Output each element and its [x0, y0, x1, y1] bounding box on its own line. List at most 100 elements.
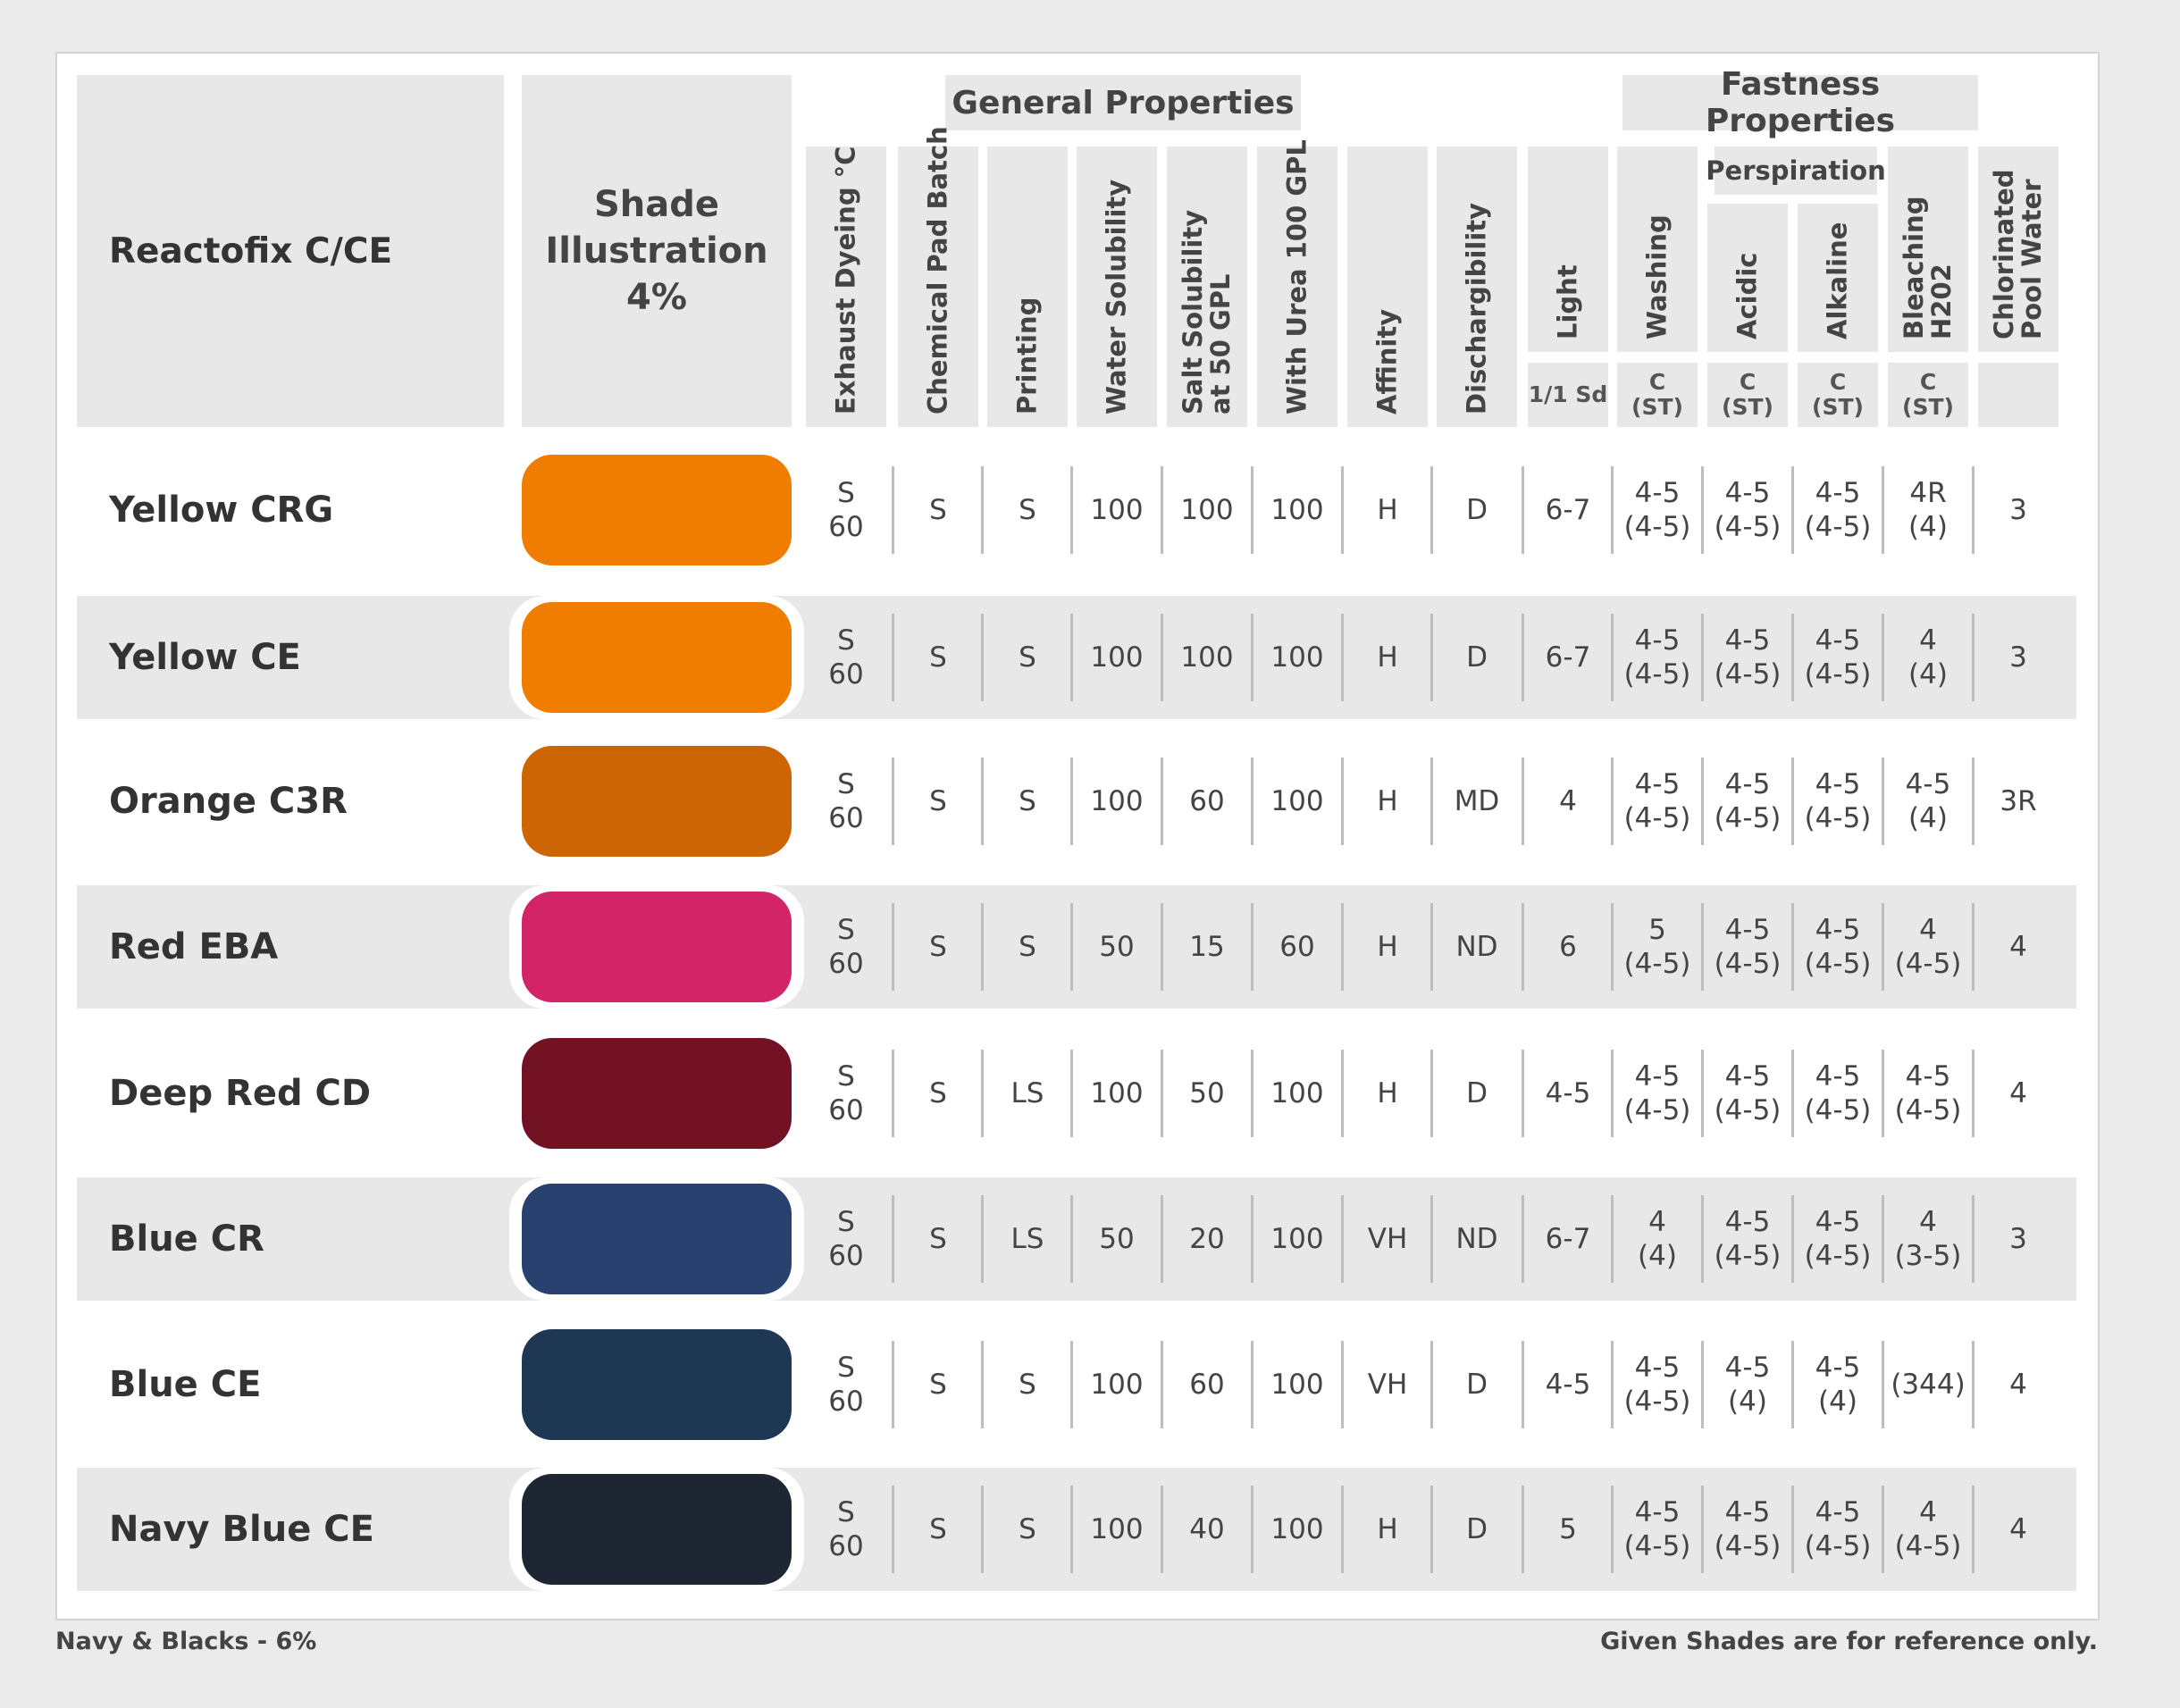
row-stripe [77, 1177, 2076, 1301]
fastness-properties-header: Fastness Properties [1622, 66, 1978, 139]
column-header-line: Chlorinated [1989, 169, 2019, 339]
cell-separator [1070, 1050, 1073, 1137]
cell-separator [1161, 1341, 1163, 1428]
general-properties-header: General Properties [945, 75, 1301, 130]
cell-separator [1611, 1050, 1614, 1137]
cell-separator [1341, 1195, 1344, 1283]
table-cell: 60 [1279, 931, 1315, 963]
cell-separator [1070, 758, 1073, 845]
column-header: Light [1528, 147, 1608, 352]
cell-separator [981, 1050, 984, 1137]
table-cell: 3R [2000, 785, 2037, 817]
cell-separator [892, 1486, 894, 1573]
cell-separator [981, 466, 984, 554]
table-cell: 6 [1559, 931, 1577, 963]
table-cell: S [929, 641, 947, 674]
cell-separator [1611, 466, 1614, 554]
table-cell: 50 [1189, 1077, 1225, 1109]
cell-separator [1341, 466, 1344, 554]
table-cell: S [1019, 785, 1036, 817]
cell-separator [1972, 1195, 1975, 1283]
cell-separator [981, 1195, 984, 1283]
cell-separator [1251, 1050, 1254, 1137]
row-dye-name: Yellow CRG [109, 490, 334, 531]
cell-separator [981, 1341, 984, 1428]
cell-separator [1972, 903, 1975, 991]
cell-separator [1522, 1195, 1524, 1283]
table-cell: 4 (4-5) [1894, 1496, 1962, 1562]
column-header: Acidic [1707, 204, 1788, 352]
table-cell: S [1019, 1369, 1036, 1401]
cell-separator [892, 758, 894, 845]
table-cell: MD [1454, 785, 1500, 817]
column-header-line: Light [1552, 264, 1583, 339]
table-cell: 3 [2009, 1223, 2027, 1255]
cell-separator [1701, 1341, 1704, 1428]
table-cell: 4 (3-5) [1894, 1206, 1962, 1272]
column-header-label: Exhaust Dyeing °C [831, 147, 861, 414]
table-cell: 4-5 (4-5) [1623, 1060, 1691, 1126]
cell-separator [1430, 466, 1433, 554]
column-header-label: Water Solubility [1101, 179, 1132, 414]
table-cell: 100 [1090, 641, 1144, 674]
perspiration-header: Perspiration [1706, 147, 1886, 195]
table-cell: 4R (4) [1908, 477, 1948, 543]
column-header-line: Water Solubility [1101, 179, 1132, 414]
cell-separator [1791, 758, 1794, 845]
table-cell: 4-5 (4-5) [1623, 768, 1691, 834]
table-cell: S 60 [828, 768, 864, 834]
cell-separator [1791, 1486, 1794, 1573]
table-cell: S 60 [828, 477, 864, 543]
table-cell: 5 [1559, 1513, 1577, 1545]
column-subheader: C (ST) [1617, 363, 1698, 427]
column-header: Chemical Pad Batch [898, 126, 978, 427]
cell-separator [892, 903, 894, 991]
table-cell: 4-5 [1545, 1369, 1591, 1401]
table-cell: 4 (4) [1908, 624, 1948, 691]
table-cell: 4-5 (4-5) [1714, 1496, 1782, 1562]
table-cell: H [1377, 641, 1398, 674]
column-header-line: at 50 GPL [1205, 273, 1236, 414]
table-cell: S [929, 785, 947, 817]
table-cell: LS [1010, 1077, 1044, 1109]
row-dye-name: Blue CR [109, 1218, 264, 1260]
cell-separator [1701, 1050, 1704, 1137]
column-header-label: Chemical Pad Batch [923, 126, 953, 414]
table-cell: 4-5 (4-5) [1714, 1206, 1782, 1272]
table-cell: 4-5 (4-5) [1804, 1060, 1872, 1126]
table-cell: ND [1455, 1223, 1498, 1255]
table-cell: 4-5 (4-5) [1804, 624, 1872, 691]
cell-separator [1522, 1050, 1524, 1137]
cell-separator [1341, 758, 1344, 845]
table-cell: S 60 [828, 1496, 864, 1562]
table-cell: 50 [1099, 1223, 1135, 1255]
shade-swatch [522, 1184, 792, 1294]
cell-separator [1882, 1050, 1884, 1137]
cell-separator [981, 758, 984, 845]
table-cell: S [1019, 641, 1036, 674]
table-cell: 100 [1180, 641, 1234, 674]
cell-separator [1522, 903, 1524, 991]
table-cell: 100 [1270, 494, 1324, 526]
column-header-label: Washing [1642, 214, 1673, 339]
table-cell: 4-5 (4-5) [1714, 477, 1782, 543]
cell-separator [1070, 466, 1073, 554]
table-cell: 3 [2009, 494, 2027, 526]
cell-separator [1882, 758, 1884, 845]
column-header-line: Alkaline [1822, 222, 1853, 339]
column-header-line: Printing [1011, 297, 1043, 414]
cell-separator [1161, 1486, 1163, 1573]
table-cell: 4 [2009, 1513, 2027, 1545]
cell-separator [1161, 466, 1163, 554]
table-cell: 4-5 (4-5) [1714, 624, 1782, 691]
table-cell: S 60 [828, 1060, 864, 1126]
table-cell: 4-5 (4-5) [1623, 1496, 1691, 1562]
cell-separator [892, 1341, 894, 1428]
table-cell: D [1466, 1369, 1488, 1401]
table-cell: 4-5 [1545, 1077, 1591, 1109]
cell-separator [1611, 1486, 1614, 1573]
row-dye-name: Yellow CE [109, 637, 301, 678]
shade-swatch [522, 455, 792, 565]
table-cell: 100 [1090, 1513, 1144, 1545]
